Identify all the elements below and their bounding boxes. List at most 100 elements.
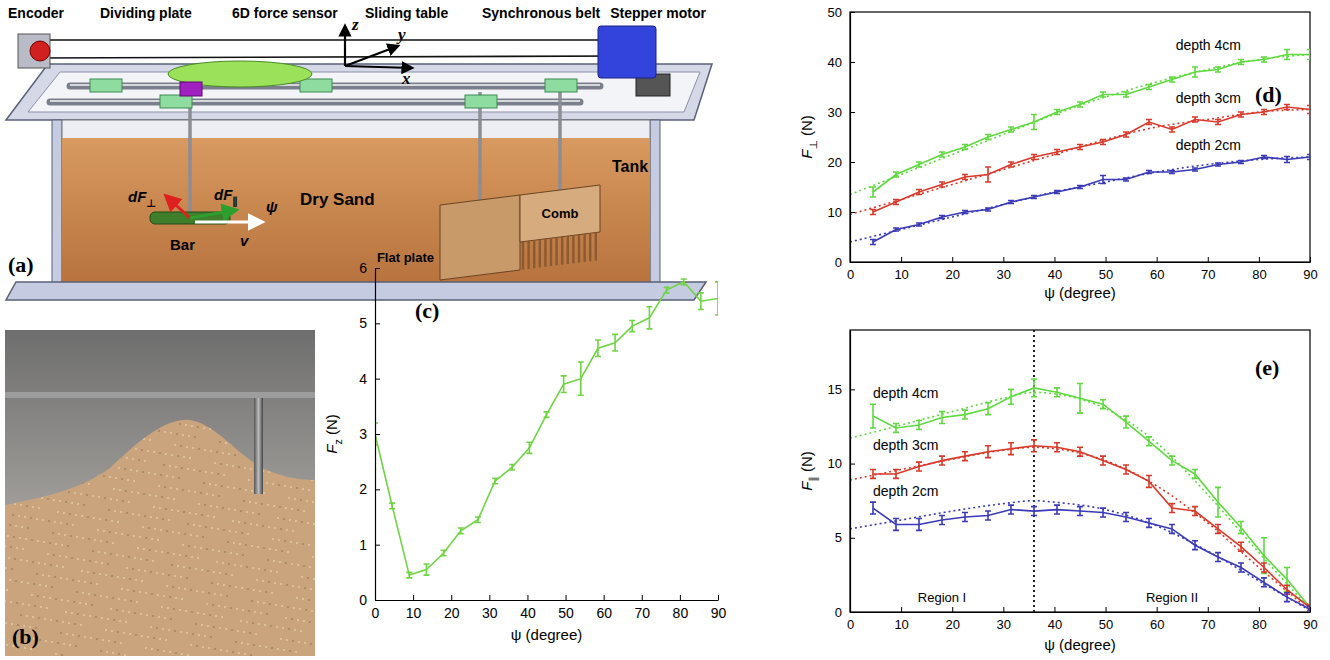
sand-grain xyxy=(79,471,81,473)
sand-grain xyxy=(199,415,201,417)
sand-grain xyxy=(265,646,267,648)
sand-grain xyxy=(50,564,52,566)
component-label: Dividing plate xyxy=(100,5,192,21)
sand-grain xyxy=(128,501,130,503)
tick: 4 xyxy=(359,371,380,387)
sand-grain xyxy=(202,646,204,648)
sand-grain xyxy=(58,533,60,535)
sand-grain xyxy=(9,469,11,471)
x-axis-title: ψ (degree) xyxy=(1044,636,1116,653)
sand-grain xyxy=(214,648,216,650)
sand-grain xyxy=(138,459,140,461)
sand-grain xyxy=(89,429,91,431)
tick: 70 xyxy=(1201,257,1215,282)
sand-grain xyxy=(202,536,204,538)
sand-grain xyxy=(203,427,205,429)
error-bar xyxy=(1054,191,1060,194)
error-bar xyxy=(595,340,601,357)
sand-grain xyxy=(66,578,68,580)
sand-grain xyxy=(63,512,65,514)
tick-mark xyxy=(850,212,855,213)
sand-grain xyxy=(105,574,107,576)
sand-grain xyxy=(217,473,219,475)
error-bar xyxy=(916,162,922,167)
sand-grain xyxy=(63,643,65,645)
sand-grain xyxy=(207,515,209,517)
tick-mark xyxy=(1208,607,1209,612)
sand-grain xyxy=(68,622,70,624)
sand-grain xyxy=(152,560,154,562)
sand-grain xyxy=(46,476,48,478)
tick-label: 5 xyxy=(835,530,842,545)
sand-grain xyxy=(280,528,282,530)
sand-grain xyxy=(62,566,64,568)
axis-line xyxy=(851,612,1311,613)
series-label: depth 2cm xyxy=(873,483,938,499)
sand-grain xyxy=(294,629,296,631)
sand-grain xyxy=(183,566,185,568)
axis: 01020304050 xyxy=(828,5,855,270)
sand-grain xyxy=(137,547,139,549)
sand-grain xyxy=(89,560,91,562)
tick-mark xyxy=(1208,257,1209,262)
sand-grain xyxy=(279,506,281,508)
error-bar xyxy=(985,135,991,140)
error-bar xyxy=(1077,186,1083,189)
error-bar xyxy=(715,282,718,315)
sand-grain xyxy=(53,499,55,501)
sand-grain xyxy=(295,520,297,522)
sand-grain xyxy=(161,496,163,498)
axis-line xyxy=(376,600,719,601)
sand-grain xyxy=(312,501,314,503)
error-bar xyxy=(561,376,567,393)
sand-grain xyxy=(188,490,190,492)
error-bar xyxy=(1031,379,1037,397)
tick-mark xyxy=(850,112,855,113)
sand-grain xyxy=(84,636,86,638)
sand-grain xyxy=(82,537,84,539)
sand-grain xyxy=(109,421,111,423)
sand-grain xyxy=(303,510,305,512)
sand-grain xyxy=(35,441,37,443)
error-bar xyxy=(526,442,532,453)
error-bar xyxy=(664,287,670,293)
sand-grain xyxy=(53,554,55,556)
tick: 5 xyxy=(359,315,380,331)
sand-grain xyxy=(88,483,90,485)
chart-panel: 0102030405060708090051015ψ (degree)F∥ (N… xyxy=(798,330,1318,653)
sand-grain xyxy=(135,448,137,450)
sand-grain xyxy=(282,627,284,629)
error-bar xyxy=(1238,521,1244,533)
sand-grain xyxy=(306,500,308,502)
sand-grain xyxy=(205,471,207,473)
sand-grain xyxy=(166,530,168,532)
sand-grain xyxy=(179,423,181,425)
sand-grain xyxy=(118,653,120,655)
sand-grain xyxy=(111,630,113,632)
component-label: Stepper motor xyxy=(610,5,706,21)
tick-label: 0 xyxy=(359,592,367,608)
sand-grain xyxy=(118,598,120,600)
sand-grain xyxy=(257,546,259,548)
sand-grain xyxy=(101,562,103,564)
sand-grain xyxy=(148,417,150,419)
sand-grain xyxy=(214,462,216,464)
tank-leg xyxy=(52,120,62,290)
sand-grain xyxy=(48,520,50,522)
sand-grain xyxy=(15,525,17,527)
sand-grain xyxy=(40,606,42,608)
sand-grain xyxy=(194,436,196,438)
sand-grain xyxy=(227,431,229,433)
sand-grain xyxy=(226,464,228,466)
sand-grain xyxy=(241,532,243,534)
sand-grain xyxy=(233,432,235,434)
error-bar xyxy=(1077,383,1083,413)
sand-grain xyxy=(77,613,79,615)
sand-grain xyxy=(106,596,108,598)
error-bar xyxy=(1146,475,1152,487)
tick-mark xyxy=(850,62,855,63)
sand-grain xyxy=(127,534,129,536)
sand-grain xyxy=(59,555,61,557)
error-bar xyxy=(544,412,550,418)
sand-grain xyxy=(154,418,156,420)
